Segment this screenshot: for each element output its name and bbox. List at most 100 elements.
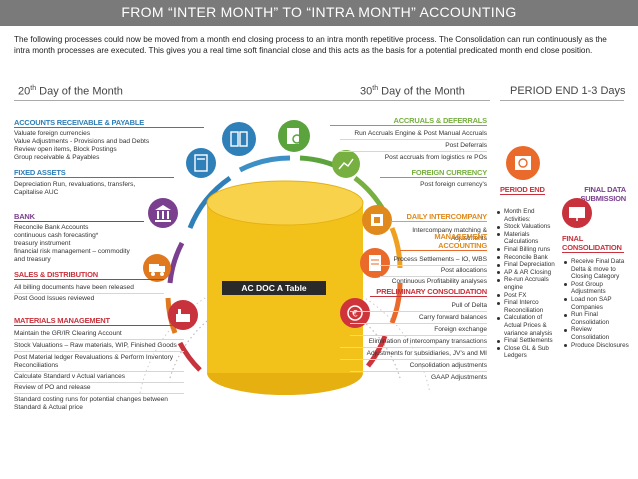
section-rule: [562, 252, 624, 253]
list-item: Final Billing runs: [497, 246, 561, 254]
section-title-management: MANAGEMENT: [434, 232, 487, 241]
final-consolidation-list: Receive Final Data Delta & move to Closi…: [564, 258, 630, 349]
clock-calendar-icon: [506, 146, 540, 180]
phase-divider: [500, 100, 624, 101]
list-item: Materials Calculations: [497, 231, 561, 246]
section-title-final-data: FINAL DATA: [584, 185, 626, 194]
section-title-fixed-assets: FIXED ASSETS: [14, 168, 66, 177]
list-item: Reconcile Bank Accounts: [14, 224, 89, 231]
ac-doc-a-table-label: AC DOC A Table: [222, 281, 326, 295]
list-item: and treasury: [14, 256, 51, 263]
list-item: Reconcile Bank: [497, 254, 561, 262]
section-title-sales-distribution: SALES & DISTRIBUTION: [14, 270, 98, 279]
list-item: Standard & Actual price: [14, 404, 83, 411]
list-item: Calculate Standard v Actual variances: [14, 373, 126, 380]
list-item: Stock Valuations: [497, 223, 561, 231]
calculator-icon: [186, 148, 216, 178]
list-item: Stock Valuations – Raw materials, WIP, F…: [14, 342, 177, 349]
section-title-accounting: ACCOUNTING: [438, 241, 487, 250]
list-item: Reconciliations: [14, 362, 59, 369]
list-item: Final Interco Reconciliation: [497, 299, 561, 314]
list-item: Adjustments: [450, 235, 487, 242]
list-item: Consolidation adjustments: [409, 362, 487, 369]
list-item: Elimination of intercompany transactions: [368, 338, 487, 345]
row-divider: [340, 151, 487, 152]
row-divider: [350, 335, 487, 336]
section-rule: [14, 221, 144, 222]
section-rule: [370, 296, 487, 297]
list-item: Produce Disclosures: [564, 342, 630, 350]
row-divider: [340, 139, 487, 140]
row-divider: [14, 382, 184, 383]
list-item: Foreign exchange: [434, 326, 487, 333]
intro-paragraph: The following processes could now be mov…: [14, 35, 607, 55]
period-end-list: Month End Activities: Stock Valuations M…: [497, 208, 561, 360]
section-title-consolidation: CONSOLIDATION: [562, 243, 622, 252]
list-item: Capitalise AUC: [14, 189, 59, 196]
list-item: Re-run Accruals engine: [497, 276, 561, 291]
list-item: continuous cash forecasting*: [14, 232, 99, 239]
list-item: Post FX: [497, 292, 561, 300]
section-title-period-end: PERIOD END: [500, 185, 545, 194]
list-item: Depreciation Run, revaluations, transfer…: [14, 181, 136, 188]
list-item: Run Final Consolidation: [564, 311, 630, 326]
list-item: Value Adjustments - Provisions and bad D…: [14, 138, 150, 145]
list-item: Group receivable & Payables: [14, 154, 100, 161]
list-item: Review of PO and release: [14, 384, 91, 391]
section-title-accruals-deferrals: ACCRUALS & DEFERRALS: [393, 116, 487, 125]
list-item: Review open items, Block Postings: [14, 146, 117, 153]
section-title-materials-management: MATERIALS MANAGEMENT: [14, 316, 110, 325]
list-item: Calculation of Actual Prices & variance …: [497, 314, 561, 337]
section-title-foreign-currency: FOREIGN CURRENCY: [411, 168, 487, 177]
row-divider: [14, 339, 184, 340]
phase-divider: [14, 100, 490, 101]
list-item: Review Consolidation: [564, 326, 630, 341]
list-item: Month End Activities:: [497, 208, 561, 223]
list-item: financial risk management – commodity: [14, 248, 130, 255]
list-item: Load non SAP Companies: [564, 296, 630, 311]
list-item: Post Group Adjustments: [564, 281, 630, 296]
section-rule: [14, 127, 204, 128]
section-title-submission: SUBMISSION: [580, 194, 626, 203]
svg-text:€: €: [352, 310, 358, 320]
list-item: Post accruals from logistics re POs: [384, 154, 487, 161]
section-rule: [390, 221, 487, 222]
documents-icon: [222, 122, 256, 156]
row-divider: [350, 311, 487, 312]
list-item: Final Settlements: [497, 337, 561, 345]
phase-period-end: PERIOD END 1-3 Days: [510, 85, 626, 97]
document-search-icon: [278, 120, 310, 152]
office-icon: [362, 205, 392, 235]
row-divider: [340, 347, 487, 348]
list-item: treasury instrument: [14, 240, 71, 247]
checklist-icon: [360, 248, 390, 278]
list-item: Maintain the GR/IR Clearing Account: [14, 330, 122, 337]
list-item: All billing documents have been released: [14, 284, 134, 291]
section-title-bank: BANK: [14, 212, 35, 221]
section-rule: [14, 177, 174, 178]
list-item: Standard costing runs for potential chan…: [14, 396, 168, 403]
list-item: Run Accruals Engine & Post Manual Accrua…: [354, 130, 487, 137]
phase-20th-day: 20th Day of the Month: [18, 85, 123, 98]
presentation-icon: [562, 198, 592, 228]
section-rule: [14, 279, 164, 280]
section-rule: [14, 325, 184, 326]
list-item: Receive Final Data Delta & move to Closi…: [564, 258, 630, 281]
section-title-preliminary-consolidation: PRELIMINARY CONSOLIDATION: [376, 287, 487, 296]
list-item: AP & AR Closing: [497, 269, 561, 277]
delivery-truck-icon: [143, 254, 171, 282]
list-item: Post allocations: [440, 267, 487, 274]
section-title-daily-intercompany: DAILY INTERCOMPANY: [406, 212, 488, 221]
row-divider: [380, 265, 487, 266]
row-divider: [14, 351, 184, 352]
header-banner: FROM “INTER MONTH” TO “INTRA MONTH” ACCO…: [0, 0, 638, 26]
bank-building-icon: [148, 198, 178, 228]
phase-30th-day: 30th Day of the Month: [360, 85, 465, 98]
section-rule: [380, 177, 487, 178]
section-rule: [330, 125, 487, 126]
list-item: Close GL & Sub Ledgers: [497, 345, 561, 360]
list-item: Adjustments for subsidiaries, JV's and M…: [366, 350, 487, 357]
list-item: Post foreign currency's: [420, 181, 487, 188]
row-divider: [350, 323, 487, 324]
section-rule: [400, 250, 487, 251]
